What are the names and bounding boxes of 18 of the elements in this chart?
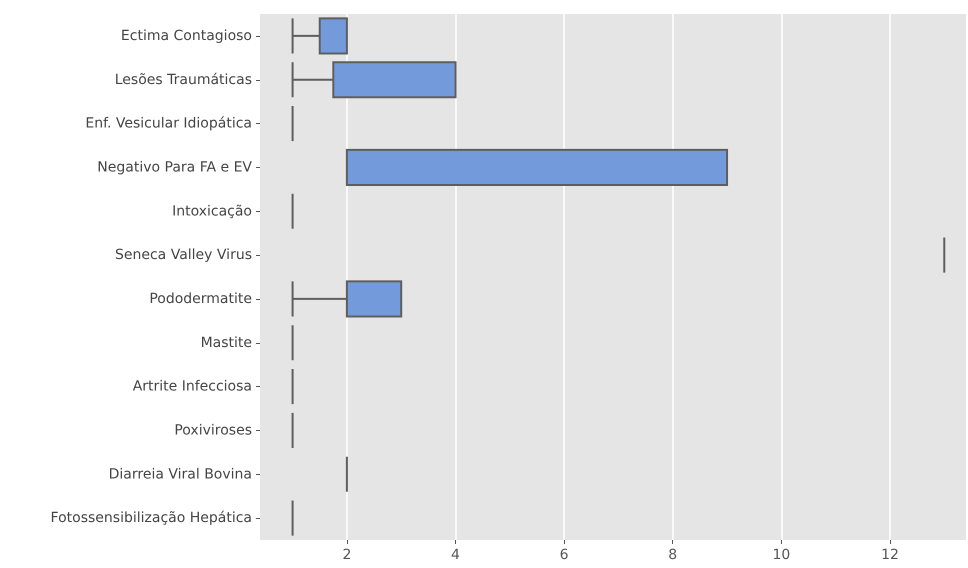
x-tick-label: 6 (560, 547, 569, 563)
y-tick-label: Diarreia Viral Bovina (108, 466, 252, 482)
y-tick-label: Artrite Infecciosa (132, 378, 252, 395)
x-tick-label: 8 (668, 547, 678, 563)
x-tick-label: 4 (451, 547, 460, 563)
x-tick-label: 12 (881, 547, 899, 563)
y-tick-label: Mastite (200, 334, 252, 351)
x-tick-label: 2 (342, 547, 352, 563)
y-tick-label: Enf. Vesicular Idiopática (85, 116, 252, 132)
y-tick-label: Fotossensibilização Hepática (50, 510, 252, 526)
y-tick-label: Negativo Para FA e EV (97, 159, 252, 176)
y-tick-label: Seneca Valley Virus (115, 247, 252, 264)
y-tick-label: Pododermatite (149, 290, 252, 307)
x-tick-label: 10 (772, 547, 790, 563)
y-tick-label: Poxiviroses (174, 422, 252, 438)
y-tick-label: Ectima Contagioso (120, 28, 252, 44)
y-tick-label: Intoxicação (172, 203, 252, 220)
y-tick-label: Lesões Traumáticas (114, 72, 252, 88)
